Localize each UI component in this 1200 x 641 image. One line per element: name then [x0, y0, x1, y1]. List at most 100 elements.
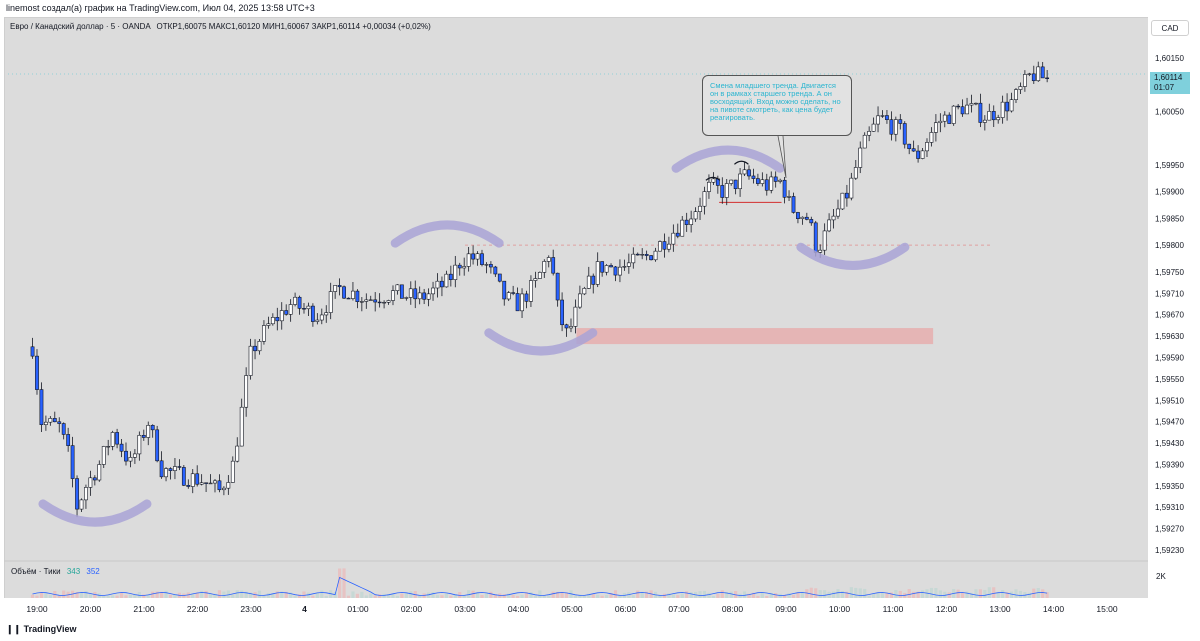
candle-body: [707, 181, 711, 192]
candle-body: [555, 272, 560, 301]
volume-bar: [467, 590, 471, 598]
volume-bar: [769, 592, 773, 598]
volume-bar: [645, 591, 649, 598]
candle-body: [230, 460, 235, 483]
volume-bar: [1009, 591, 1014, 598]
volume-bar: [827, 591, 831, 598]
y-tick-label: 1,59710: [1155, 289, 1184, 298]
volume-bar: [395, 595, 400, 598]
volume-bar: [814, 588, 818, 598]
volume-bar: [35, 595, 39, 598]
volume-bar: [907, 588, 911, 598]
candle-body: [751, 175, 756, 179]
candle-body: [880, 115, 885, 117]
volume-label: Объём · Тики: [11, 567, 61, 576]
y-tick-label: 1,59390: [1155, 460, 1184, 469]
volume-bar: [262, 594, 266, 598]
volume-bar: [587, 593, 591, 598]
x-tick-label: 22:00: [187, 604, 209, 614]
volume-bar: [124, 595, 128, 598]
tradingview-logo[interactable]: ❙❙ TradingView: [6, 624, 76, 635]
volume-bar: [93, 591, 97, 598]
volume-bar: [293, 595, 297, 598]
candle-body: [173, 466, 177, 471]
candle-body: [933, 122, 938, 133]
candle-body: [680, 219, 685, 237]
candle-body: [987, 111, 992, 121]
candle-body: [199, 482, 204, 485]
volume-bar: [725, 592, 729, 598]
candle-body: [760, 179, 765, 184]
candle-body: [885, 115, 889, 120]
volume-bar: [507, 593, 511, 598]
x-tick-label: 03:00: [454, 604, 476, 614]
volume-bar: [858, 588, 862, 598]
volume-bar: [871, 593, 876, 598]
volume-bar: [547, 595, 551, 598]
symbol-legend: Евро / Канадский доллар · 5 · OANDA ОТКР…: [10, 22, 431, 31]
volume-bar: [57, 595, 61, 598]
volume-bar: [680, 593, 684, 598]
volume-bar: [440, 595, 444, 598]
candle-body: [644, 254, 649, 256]
volume-bar: [943, 591, 947, 598]
candle-body: [1000, 101, 1005, 118]
candle-body: [1027, 73, 1032, 75]
candle-body: [417, 292, 422, 300]
candle-body: [662, 241, 667, 250]
candle-body: [293, 296, 297, 305]
candle-body: [1045, 77, 1050, 79]
volume-bar: [155, 591, 159, 598]
candle-body: [279, 310, 284, 322]
candle-body: [43, 421, 48, 426]
volume-bar: [106, 595, 110, 598]
candle-body: [61, 423, 66, 435]
candle-body: [413, 288, 418, 300]
volume-bar: [965, 591, 969, 598]
volume-bar: [671, 594, 675, 598]
candle-body: [978, 102, 983, 123]
volume-bar: [929, 587, 934, 598]
volume-bar: [75, 591, 79, 598]
volume-bar: [956, 589, 960, 598]
volume-bar: [480, 595, 484, 598]
volume-bar: [636, 590, 640, 598]
candle-body: [911, 148, 916, 152]
volume-bar: [266, 593, 270, 598]
candle-body: [947, 114, 952, 124]
candle-body: [729, 179, 734, 184]
x-tick-label: 07:00: [668, 604, 690, 614]
candle-body: [618, 266, 622, 276]
candle-body: [974, 102, 978, 105]
time-axis-panel: [4, 598, 1148, 618]
volume-bar: [128, 594, 133, 598]
candle-body: [155, 429, 160, 462]
volume-bar: [831, 591, 836, 598]
annotation-note[interactable]: Смена младшего тренда. Двигается он в ра…: [702, 75, 852, 136]
candle-body: [466, 253, 471, 267]
volume-bar: [564, 592, 569, 598]
x-tick-label: 4: [302, 604, 307, 614]
candle-body: [925, 142, 929, 152]
candle-body: [48, 418, 53, 423]
candle-body: [529, 280, 533, 302]
candle-body: [484, 264, 489, 266]
volume-bar: [551, 591, 555, 598]
candle-body: [537, 272, 542, 279]
volume-bar: [925, 589, 929, 598]
volume-bar: [435, 595, 440, 598]
swing-low-2: [484, 328, 598, 356]
candle-body: [1040, 66, 1045, 79]
currency-selector[interactable]: CAD: [1151, 20, 1189, 36]
volume-bar: [426, 592, 431, 598]
candle-body: [248, 345, 253, 376]
annotation-pointer: [777, 135, 787, 179]
volume-bar: [809, 587, 813, 598]
candle-body: [542, 261, 547, 273]
volume-bar: [880, 592, 885, 598]
candle-body: [346, 297, 351, 300]
candle-body: [524, 293, 529, 302]
candle-body: [297, 296, 302, 309]
volume-bar: [983, 589, 987, 598]
